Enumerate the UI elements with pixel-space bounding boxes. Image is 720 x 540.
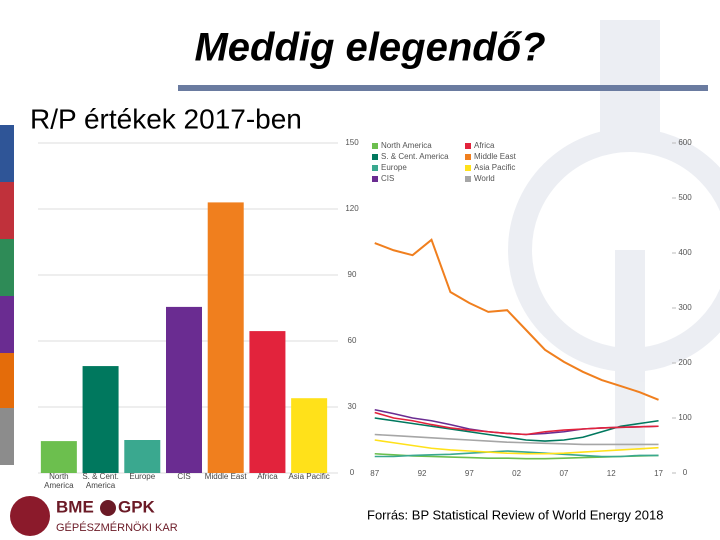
legend-swatch bbox=[465, 143, 471, 149]
subtitle: R/P értékek 2017-ben bbox=[30, 103, 302, 134]
source: Forrás: BP Statistical Review of World E… bbox=[367, 507, 663, 522]
x-tick-label: 87 bbox=[370, 469, 379, 478]
legend-label: CIS bbox=[381, 174, 394, 183]
strip bbox=[0, 125, 14, 182]
legend-label: S. & Cent. America bbox=[381, 152, 449, 161]
bar bbox=[166, 306, 202, 473]
legend-swatch bbox=[372, 176, 378, 182]
legend-label: Europe bbox=[381, 163, 407, 172]
series-line bbox=[374, 450, 659, 458]
y-tick-label: 300 bbox=[678, 303, 692, 312]
series-line bbox=[374, 238, 659, 401]
bar bbox=[82, 366, 119, 473]
strip bbox=[0, 353, 14, 408]
logo-emblem bbox=[10, 496, 50, 536]
series-line bbox=[374, 411, 659, 436]
series-line bbox=[374, 433, 659, 446]
x-tick-label: Middle East bbox=[204, 472, 247, 481]
y-tick-label: 0 bbox=[350, 468, 355, 477]
logo-text: GPK bbox=[118, 497, 156, 516]
legend-label: Asia Pacific bbox=[474, 163, 515, 172]
legend-label: World bbox=[474, 174, 495, 183]
bar bbox=[124, 440, 161, 473]
y-tick-label: 150 bbox=[345, 138, 359, 147]
y-tick-label: 90 bbox=[348, 270, 357, 279]
series-line bbox=[374, 439, 659, 455]
y-tick-label: 100 bbox=[678, 413, 692, 422]
series-line bbox=[374, 417, 659, 442]
legend-label: North America bbox=[381, 141, 432, 150]
y-tick-label: 60 bbox=[348, 336, 357, 345]
legend-label: Africa bbox=[474, 141, 495, 150]
bar bbox=[249, 331, 286, 473]
strip bbox=[0, 182, 14, 239]
legend-swatch bbox=[465, 165, 471, 171]
x-tick-label: 07 bbox=[559, 469, 568, 478]
legend-swatch bbox=[372, 143, 378, 149]
y-tick-label: 120 bbox=[345, 204, 359, 213]
y-tick-label: 500 bbox=[678, 193, 692, 202]
y-tick-label: 30 bbox=[348, 402, 357, 411]
x-tick-label: North America bbox=[44, 472, 74, 490]
y-tick-label: 0 bbox=[683, 468, 688, 477]
bar bbox=[291, 398, 328, 473]
strip bbox=[0, 296, 14, 353]
x-tick-label: CIS bbox=[177, 472, 191, 481]
strip bbox=[0, 239, 14, 296]
watermark bbox=[508, 20, 720, 450]
x-tick-label: 92 bbox=[418, 469, 427, 478]
logo-text: BME bbox=[56, 497, 94, 516]
bar bbox=[207, 202, 244, 473]
logo-gear bbox=[100, 500, 116, 516]
x-tick-label: 12 bbox=[607, 469, 616, 478]
legend-swatch bbox=[372, 165, 378, 171]
x-tick-label: 17 bbox=[654, 469, 663, 478]
slide-title: Meddig elegendő? bbox=[194, 26, 545, 70]
strip bbox=[0, 408, 14, 465]
x-tick-label: Europe bbox=[129, 472, 156, 481]
legend-label: Middle East bbox=[474, 152, 517, 161]
logo-text: GÉPÉSZMÉRNÖKI KAR bbox=[56, 521, 178, 534]
bar bbox=[40, 441, 77, 473]
x-tick-label: 97 bbox=[465, 469, 474, 478]
x-tick-label: Africa bbox=[257, 472, 278, 481]
legend-swatch bbox=[465, 154, 471, 160]
y-tick-label: 400 bbox=[678, 248, 692, 257]
x-tick-label: 02 bbox=[512, 469, 521, 478]
y-tick-label: 200 bbox=[678, 358, 692, 367]
y-tick-label: 600 bbox=[678, 138, 692, 147]
x-tick-label: S. & Cent. America bbox=[82, 472, 119, 490]
x-tick-label: Asia Pacific bbox=[288, 472, 330, 481]
title-rule bbox=[178, 85, 708, 91]
legend-swatch bbox=[465, 176, 471, 182]
legend-swatch bbox=[372, 154, 378, 160]
